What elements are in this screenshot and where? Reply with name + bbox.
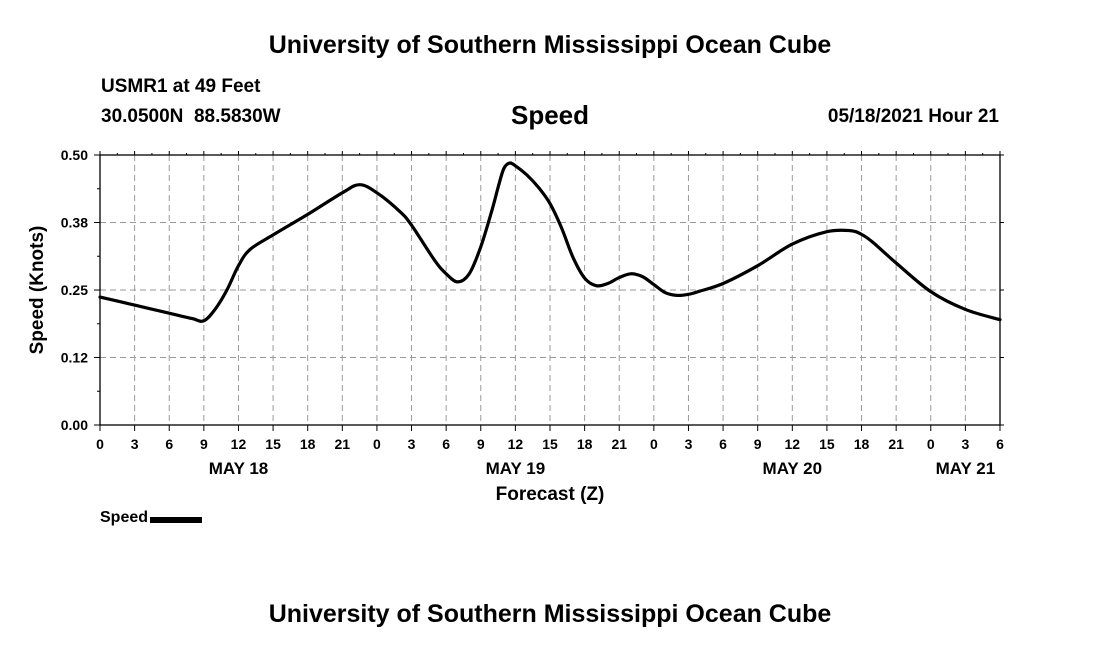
x-tick-label: 15	[542, 436, 558, 452]
x-tick-label: 0	[373, 436, 381, 452]
x-tick-label: 18	[300, 436, 316, 452]
bottom-title: University of Southern Mississippi Ocean…	[268, 600, 832, 628]
x-tick-label: 3	[685, 436, 693, 452]
day-label: MAY 18	[209, 459, 269, 478]
x-tick-label: 9	[200, 436, 208, 452]
x-tick-label: 12	[508, 436, 524, 452]
x-tick-label: 0	[927, 436, 935, 452]
x-tick-label: 6	[442, 436, 450, 452]
x-tick-label: 21	[888, 436, 904, 452]
x-tick-label: 0	[650, 436, 658, 452]
chart-title: Speed	[510, 100, 590, 130]
x-tick-label: 0	[96, 436, 104, 452]
legend-swatch	[150, 516, 203, 523]
y-axis-title: Speed (Knots)	[27, 226, 48, 355]
coordinates-label: 30.0500N 88.5830W	[101, 106, 281, 127]
legend-label: Speed	[100, 509, 149, 526]
day-label: MAY 21	[936, 459, 996, 478]
legend: Speed	[100, 509, 203, 527]
x-tick-label: 21	[335, 436, 351, 452]
y-tick-label: 0.12	[61, 350, 88, 366]
x-tick-label: 15	[819, 436, 835, 452]
day-label: MAY 19	[486, 459, 546, 478]
y-tick-label: 0.00	[61, 417, 88, 433]
y-tick-label: 0.50	[61, 147, 88, 163]
x-axis-title: Forecast (Z)	[496, 484, 605, 505]
top-title: University of Southern Mississippi Ocean…	[268, 31, 832, 59]
x-tick-label: 12	[785, 436, 801, 452]
x-tick-label: 21	[611, 436, 627, 452]
datestamp-label: 05/18/2021 Hour 21	[827, 106, 999, 127]
x-tick-label: 3	[408, 436, 416, 452]
x-tick-label: 3	[131, 436, 139, 452]
y-tick-label: 0.25	[61, 282, 88, 298]
station-label: USMR1 at 49 Feet	[101, 76, 261, 97]
x-tick-label: 18	[577, 436, 593, 452]
x-tick-label: 9	[477, 436, 485, 452]
x-tick-label: 15	[265, 436, 281, 452]
y-tick-label: 0.38	[61, 215, 88, 231]
x-tick-label: 12	[231, 436, 247, 452]
x-tick-label: 6	[996, 436, 1004, 452]
x-tick-label: 6	[165, 436, 173, 452]
x-tick-label: 3	[961, 436, 969, 452]
x-tick-label: 18	[854, 436, 870, 452]
day-label: MAY 20	[763, 459, 823, 478]
x-tick-label: 6	[719, 436, 727, 452]
x-tick-label: 9	[754, 436, 762, 452]
